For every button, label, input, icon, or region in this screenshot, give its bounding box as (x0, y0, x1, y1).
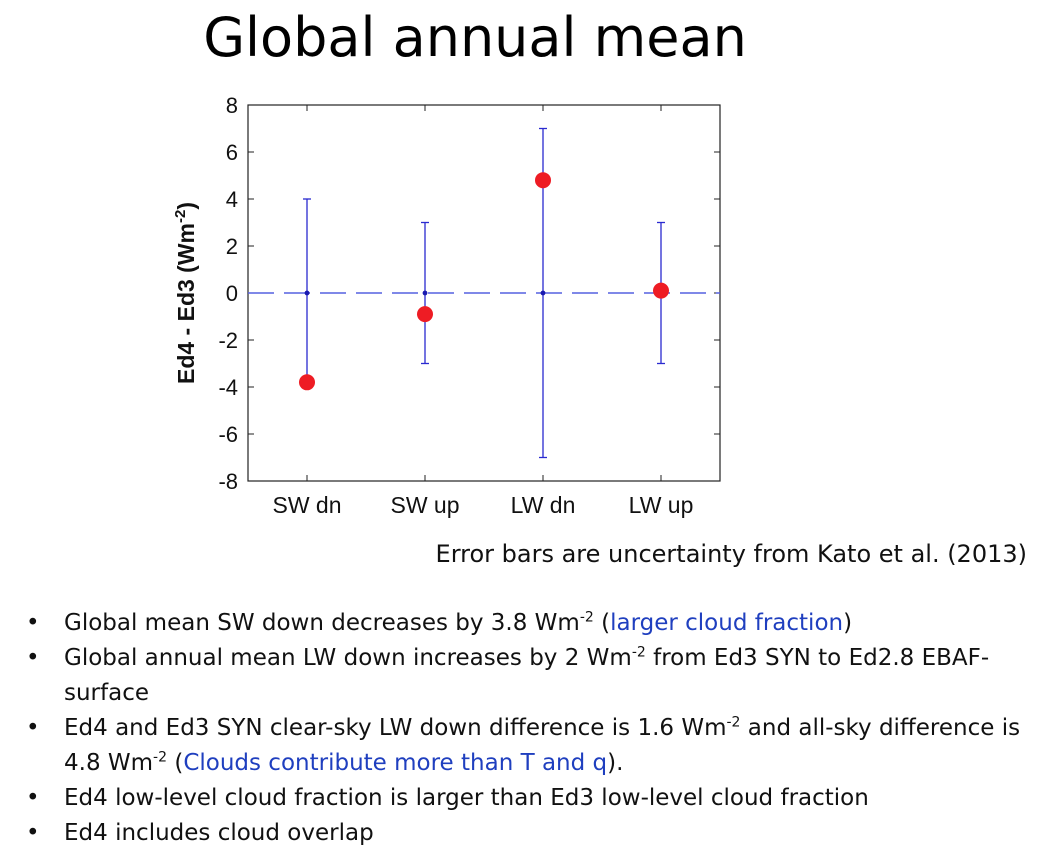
y-tick-label: 8 (226, 93, 238, 118)
zero-point (304, 290, 310, 296)
bullet-item: Global annual mean LW down increases by … (26, 641, 1026, 711)
y-tick-label: -2 (218, 328, 238, 353)
bullet-text: Ed4 and Ed3 SYN clear-sky LW down differ… (64, 715, 727, 741)
y-tick-label: 4 (226, 187, 238, 212)
bullet-text: ). (607, 750, 624, 776)
bullet-item: Ed4 includes cloud overlap (26, 816, 1026, 851)
data-point (299, 374, 315, 391)
bullet-superscript: -2 (726, 714, 741, 731)
bullet-text: Global mean SW down decreases by 3.8 Wm (64, 610, 580, 636)
bullet-text: ( (593, 610, 611, 636)
bullet-text: from Ed3 SYN to Ed2.8 EBAF-surface (64, 645, 990, 706)
bullet-superscript: -2 (631, 644, 646, 661)
y-tick-label: 2 (226, 234, 238, 259)
data-point (417, 306, 433, 323)
x-tick-label: SW up (390, 492, 459, 518)
bullet-superscript: -2 (579, 609, 594, 626)
y-tick-label: 6 (226, 140, 238, 165)
zero-point (422, 290, 428, 296)
bullet-text: ) (843, 610, 853, 636)
bullet-superscript: -2 (153, 749, 168, 766)
data-point (535, 172, 551, 189)
bullet-text: Ed4 low-level cloud fraction is larger t… (64, 785, 869, 811)
chart-caption: Error bars are uncertainty from Kato et … (435, 540, 1027, 568)
bullet-item: Ed4 and Ed3 SYN clear-sky LW down differ… (26, 711, 1026, 781)
chart: 8 6 4 2 0 -2 -4 -6 -8 SW dn SW up LW dn LW up Ed4 - E… (172, 93, 721, 518)
x-tick-label: SW dn (272, 492, 341, 518)
bullet-text: Global annual mean LW down increases by … (64, 645, 632, 671)
bullet-text: and all-sky difference is 4.8 Wm (64, 715, 1021, 776)
zero-point (540, 290, 546, 296)
bullet-text: Ed4 includes cloud overlap (64, 820, 374, 846)
bullet-list: Global mean SW down decreases by 3.8 Wm-… (26, 606, 1026, 851)
bullet-highlight: Clouds contribute more than T and q (183, 750, 608, 776)
x-tick-label: LW dn (511, 492, 576, 518)
bullet-text: ( (167, 750, 184, 776)
y-tick-label: -8 (218, 469, 238, 494)
y-axis-label: Ed4 - Ed3 (Wm-2) (172, 202, 199, 384)
y-tick-label: -4 (218, 375, 238, 400)
x-tick-label: LW up (629, 492, 694, 518)
y-tick-label: -6 (218, 422, 238, 447)
bullet-highlight: larger cloud fraction (610, 610, 844, 636)
bullet-item: Ed4 low-level cloud fraction is larger t… (26, 781, 1026, 816)
bullet-item: Global mean SW down decreases by 3.8 Wm-… (26, 606, 1026, 641)
y-tick-label: 0 (226, 281, 238, 306)
data-point (653, 282, 669, 299)
page-title: Global annual mean (203, 6, 747, 69)
